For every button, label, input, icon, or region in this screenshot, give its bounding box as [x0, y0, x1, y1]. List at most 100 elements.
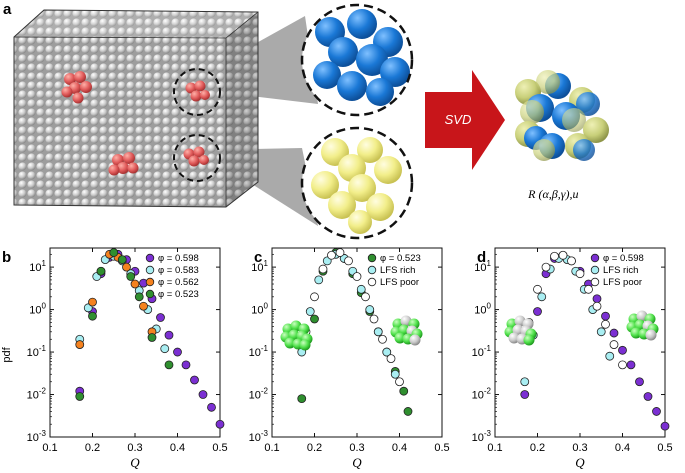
data-point: [318, 264, 328, 274]
y-tick-label: 10-2: [27, 387, 47, 402]
data-point: [609, 340, 619, 349]
data-point: [537, 292, 547, 302]
y-axis-label: pdf: [1, 346, 13, 362]
data-point: [567, 256, 576, 266]
series-1: [297, 249, 400, 379]
legend-marker: [145, 277, 155, 287]
plot-b-label: b: [2, 249, 11, 266]
series-2: [301, 248, 404, 387]
data-point: [386, 354, 396, 364]
yellow-cluster-zoom: [300, 126, 414, 240]
inset-sphere: [394, 332, 406, 344]
data-point: [575, 269, 585, 279]
data-point: [618, 345, 627, 355]
y-tick-label: 10-1: [249, 344, 269, 359]
highlight-circle-bottom: [173, 134, 221, 182]
data-point: [550, 251, 559, 261]
red-cluster-top-left: [61, 71, 92, 104]
red-cluster-top-right: [185, 80, 210, 102]
data-point: [652, 407, 661, 416]
legend-label: φ = 0.598: [158, 253, 199, 264]
data-point: [533, 284, 542, 294]
data-point: [344, 256, 353, 266]
x-tick-label: 0.4: [615, 442, 630, 454]
legend-marker: [367, 265, 377, 275]
legend-label: φ = 0.583: [158, 265, 199, 276]
data-point: [558, 250, 568, 260]
legend-label: LFS rich: [603, 265, 638, 276]
data-point: [596, 327, 606, 337]
series-2: [75, 249, 157, 349]
legend-label: LFS rich: [380, 265, 415, 276]
y-tick-label: 101: [474, 259, 491, 274]
data-point: [373, 327, 383, 337]
svd-arrow: SVD: [425, 70, 505, 170]
legend-marker: [145, 265, 155, 275]
legend-label: φ = 0.523: [380, 253, 421, 264]
y-tick-label: 100: [474, 302, 491, 317]
data-point: [403, 407, 413, 416]
data-point: [365, 305, 375, 314]
data-point: [356, 284, 366, 294]
plot-d: d 0.1 0.2 0.3 0.4 0.5 10-3 10-2 10-1 100 101 Qφ = 0…: [472, 247, 673, 470]
data-point: [198, 390, 208, 399]
data-point: [305, 307, 315, 316]
x-tick-label: 0.4: [392, 442, 407, 454]
panel-a-label: a: [3, 1, 12, 18]
data-point: [139, 301, 148, 311]
data-point: [399, 386, 409, 396]
inset-sphere: [409, 334, 421, 346]
y-tick-label: 100: [29, 302, 46, 317]
x-axis-label: Q: [575, 455, 585, 470]
data-point: [592, 301, 602, 311]
data-point: [605, 351, 615, 361]
legend-marker: [145, 253, 155, 263]
x-tick-label: 0.2: [85, 442, 100, 454]
data-point: [173, 347, 182, 357]
data-point: [660, 421, 670, 431]
data-point: [164, 360, 174, 370]
data-point: [327, 250, 336, 260]
data-point: [390, 369, 400, 379]
inset-sphere: [299, 339, 311, 351]
data-point: [310, 292, 319, 302]
data-point: [181, 360, 191, 370]
data-point: [109, 248, 119, 257]
cluster-inset-right: [390, 315, 423, 346]
data-point: [626, 360, 636, 370]
y-tick-label: 101: [29, 259, 46, 274]
series-3: [75, 248, 174, 401]
data-point: [75, 340, 85, 349]
plot-c-label: c: [254, 249, 262, 266]
x-tick-label: 0.1: [264, 442, 279, 454]
data-point: [378, 334, 387, 344]
inset-sphere: [645, 329, 657, 341]
inset-sphere: [630, 327, 642, 339]
plot-c: c 0.1 0.2 0.3 0.4 0.5 10-3 10-2 10-1 100 101 Qφ = 0…: [249, 247, 450, 470]
blue-cluster-zoom: [300, 3, 414, 117]
data-point: [592, 294, 602, 304]
legend-marker: [367, 253, 377, 263]
y-tick-label: 10-1: [27, 344, 47, 359]
series-1: [520, 254, 615, 387]
inset-sphere: [284, 337, 296, 349]
data-point: [609, 328, 619, 338]
data-point: [126, 272, 136, 281]
data-point: [117, 255, 127, 265]
data-point: [156, 313, 165, 322]
y-tick-label: 101: [251, 259, 268, 274]
rotation-formula: R (α,β,γ),u⃗: [527, 187, 588, 201]
aligned-cluster: [515, 70, 609, 161]
data-point: [643, 392, 653, 401]
data-point: [541, 262, 551, 272]
series-2: [524, 250, 627, 370]
legend-label: φ = 0.523: [158, 289, 199, 300]
data-point: [361, 292, 370, 302]
legend-marker: [590, 253, 600, 263]
legend-marker: [145, 289, 155, 299]
data-point: [190, 375, 199, 385]
y-tick-label: 10-2: [472, 387, 492, 402]
x-tick-label: 0.3: [127, 442, 142, 454]
x-axis-label: Q: [130, 455, 140, 470]
